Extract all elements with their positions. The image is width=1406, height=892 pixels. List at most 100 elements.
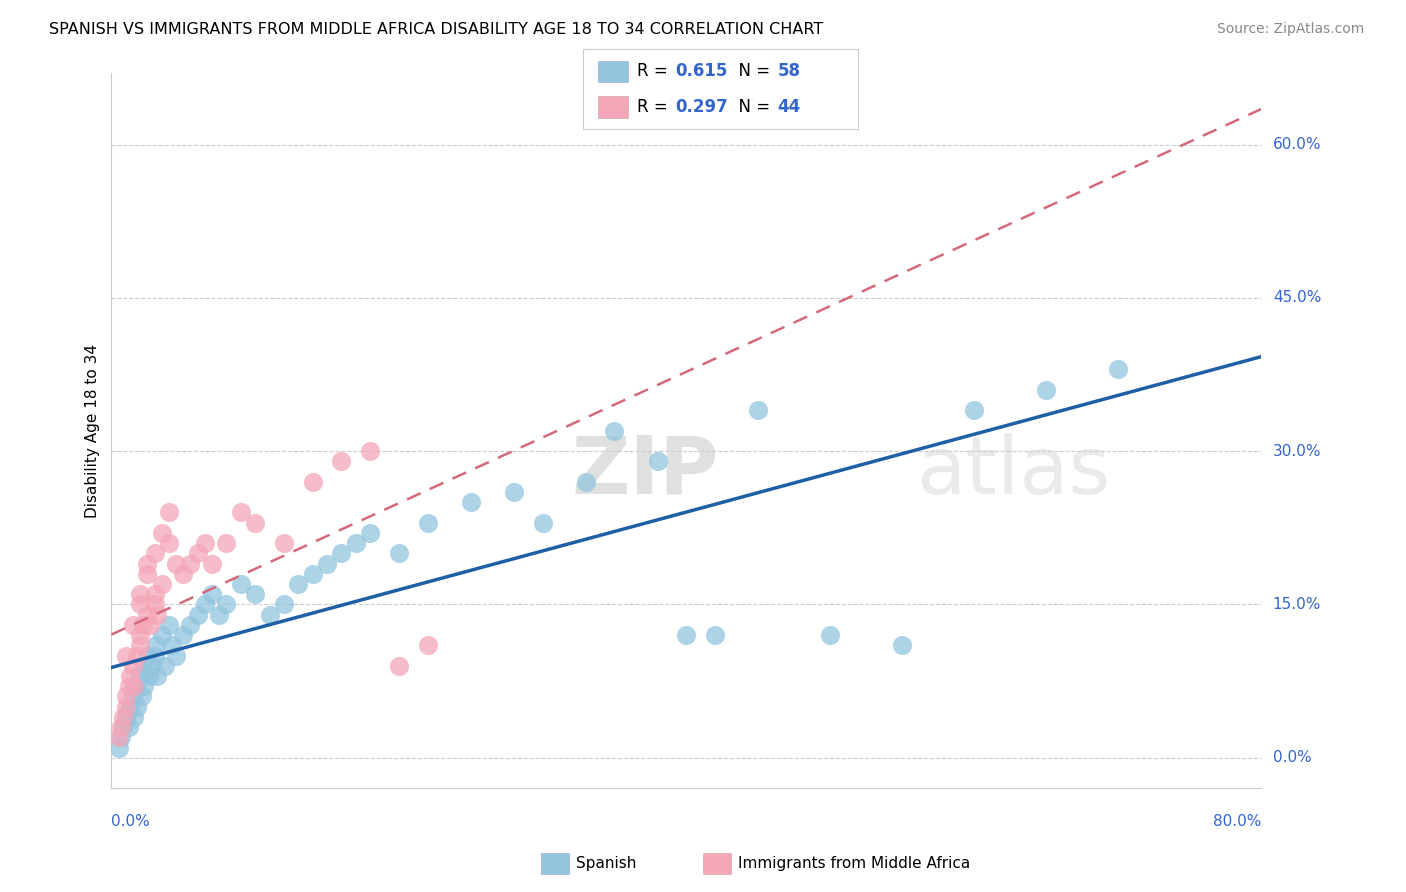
Point <box>136 607 159 622</box>
Point <box>132 618 155 632</box>
Point <box>704 628 727 642</box>
Point <box>747 403 769 417</box>
Point <box>107 731 129 745</box>
Point <box>150 525 173 540</box>
Point <box>132 658 155 673</box>
Text: 0.615: 0.615 <box>675 62 727 80</box>
Point <box>201 557 224 571</box>
Point <box>122 690 145 704</box>
Text: 15.0%: 15.0% <box>1272 597 1322 612</box>
Point <box>129 638 152 652</box>
Point <box>1035 383 1057 397</box>
Text: atlas: atlas <box>917 433 1111 510</box>
Point <box>388 658 411 673</box>
Point <box>129 628 152 642</box>
Point <box>157 618 180 632</box>
Point <box>110 720 132 734</box>
Point <box>129 598 152 612</box>
Point <box>136 557 159 571</box>
Point <box>136 648 159 663</box>
Text: Spanish: Spanish <box>576 856 637 871</box>
Point <box>129 669 152 683</box>
Text: 80.0%: 80.0% <box>1213 814 1261 829</box>
Point <box>165 557 187 571</box>
Point <box>150 628 173 642</box>
Y-axis label: Disability Age 18 to 34: Disability Age 18 to 34 <box>86 343 100 517</box>
Text: Source: ZipAtlas.com: Source: ZipAtlas.com <box>1216 22 1364 37</box>
Point <box>120 669 142 683</box>
Point <box>344 536 367 550</box>
Point <box>460 495 482 509</box>
Point <box>187 607 209 622</box>
Point <box>208 607 231 622</box>
Point <box>129 587 152 601</box>
Point <box>1107 362 1129 376</box>
Point <box>139 618 162 632</box>
Point <box>316 557 339 571</box>
Point <box>150 577 173 591</box>
Point <box>114 699 136 714</box>
Text: SPANISH VS IMMIGRANTS FROM MIDDLE AFRICA DISABILITY AGE 18 TO 34 CORRELATION CHA: SPANISH VS IMMIGRANTS FROM MIDDLE AFRICA… <box>49 22 824 37</box>
Text: 60.0%: 60.0% <box>1272 137 1322 152</box>
Point <box>388 546 411 560</box>
Text: 0.0%: 0.0% <box>1272 750 1312 765</box>
Point <box>179 618 201 632</box>
Point <box>243 587 266 601</box>
Text: N =: N = <box>728 62 776 80</box>
Text: R =: R = <box>637 62 673 80</box>
Point <box>145 638 167 652</box>
Text: 30.0%: 30.0% <box>1272 443 1322 458</box>
Text: Immigrants from Middle Africa: Immigrants from Middle Africa <box>738 856 970 871</box>
Point <box>111 710 134 724</box>
Point <box>502 485 524 500</box>
Point <box>187 546 209 560</box>
Point <box>359 444 381 458</box>
Point <box>287 577 309 591</box>
Point <box>136 566 159 581</box>
Point <box>146 669 169 683</box>
Point <box>416 516 439 530</box>
Point <box>243 516 266 530</box>
Point <box>114 648 136 663</box>
Point <box>215 598 238 612</box>
Point <box>143 598 166 612</box>
Point <box>118 720 141 734</box>
Point <box>273 536 295 550</box>
Point <box>114 690 136 704</box>
Point <box>107 740 129 755</box>
Point <box>157 506 180 520</box>
Point <box>122 618 145 632</box>
Point <box>165 648 187 663</box>
Point <box>143 587 166 601</box>
Point <box>818 628 841 642</box>
Point <box>675 628 697 642</box>
Point <box>330 454 353 468</box>
Point <box>127 699 149 714</box>
Point <box>134 679 156 693</box>
Point <box>647 454 669 468</box>
Point <box>172 566 194 581</box>
Point <box>110 731 132 745</box>
Point <box>120 699 142 714</box>
Point <box>229 506 252 520</box>
Point <box>122 658 145 673</box>
Point <box>229 577 252 591</box>
Point <box>131 690 153 704</box>
Point <box>963 403 986 417</box>
Point <box>146 607 169 622</box>
Point <box>111 720 134 734</box>
Point <box>114 710 136 724</box>
Point <box>160 638 183 652</box>
Text: 58: 58 <box>778 62 800 80</box>
Point <box>575 475 598 489</box>
Text: N =: N = <box>728 98 776 116</box>
Point <box>259 607 281 622</box>
Point <box>416 638 439 652</box>
Point <box>124 710 146 724</box>
Point <box>359 525 381 540</box>
Point <box>194 598 217 612</box>
Text: 0.297: 0.297 <box>675 98 728 116</box>
Text: R =: R = <box>637 98 673 116</box>
Point <box>201 587 224 601</box>
Point <box>330 546 353 560</box>
